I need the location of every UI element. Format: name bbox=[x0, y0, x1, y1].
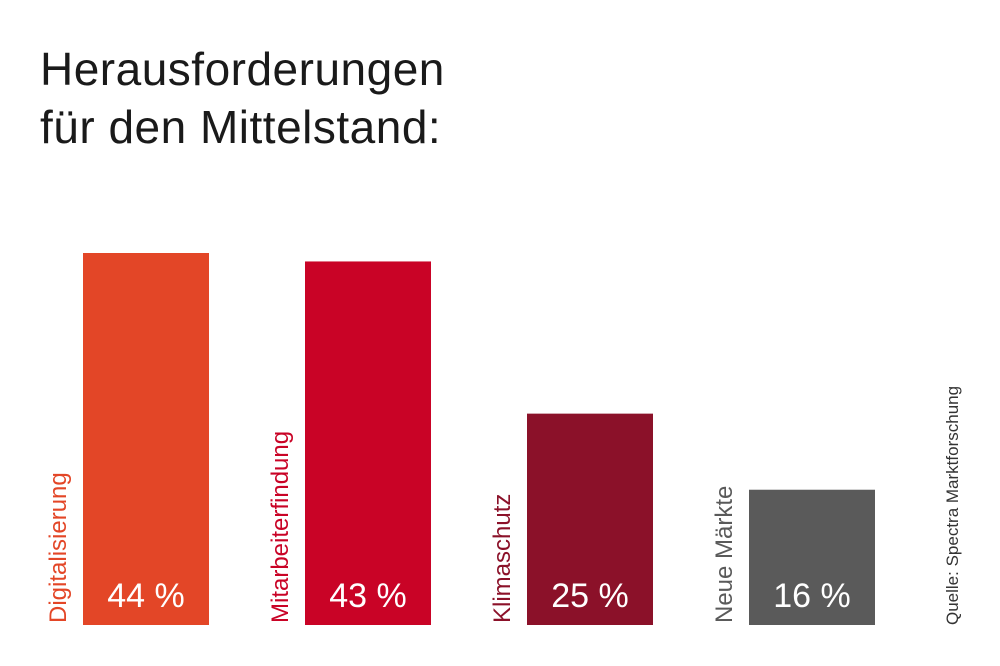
value-label-3: 16 % bbox=[773, 577, 851, 615]
bar-3 bbox=[749, 489, 875, 625]
chart-title: Herausforderungen für den Mittelstand: bbox=[40, 40, 445, 156]
value-label-0: 44 % bbox=[107, 577, 185, 615]
bar-1 bbox=[305, 261, 431, 625]
category-label-2: Klimaschutz bbox=[489, 494, 516, 623]
bars-group: 44 % Digitalisierung 43 % Mitarbeiterfindun… bbox=[45, 253, 875, 625]
bar-0 bbox=[83, 253, 209, 625]
bar-2 bbox=[527, 413, 653, 625]
value-label-1: 43 % bbox=[329, 577, 407, 615]
category-label-1: Mitarbeiterfindung bbox=[267, 431, 294, 623]
category-label-3: Neue Märkte bbox=[711, 486, 738, 623]
category-label-0: Digitalisierung bbox=[45, 472, 72, 623]
source-note: Quelle: Spectra Marktforschung bbox=[943, 386, 962, 625]
value-label-2: 25 % bbox=[551, 577, 629, 615]
chart-title-line-1: Herausforderungen bbox=[40, 43, 445, 95]
chart-title-line-2: für den Mittelstand: bbox=[40, 101, 442, 153]
